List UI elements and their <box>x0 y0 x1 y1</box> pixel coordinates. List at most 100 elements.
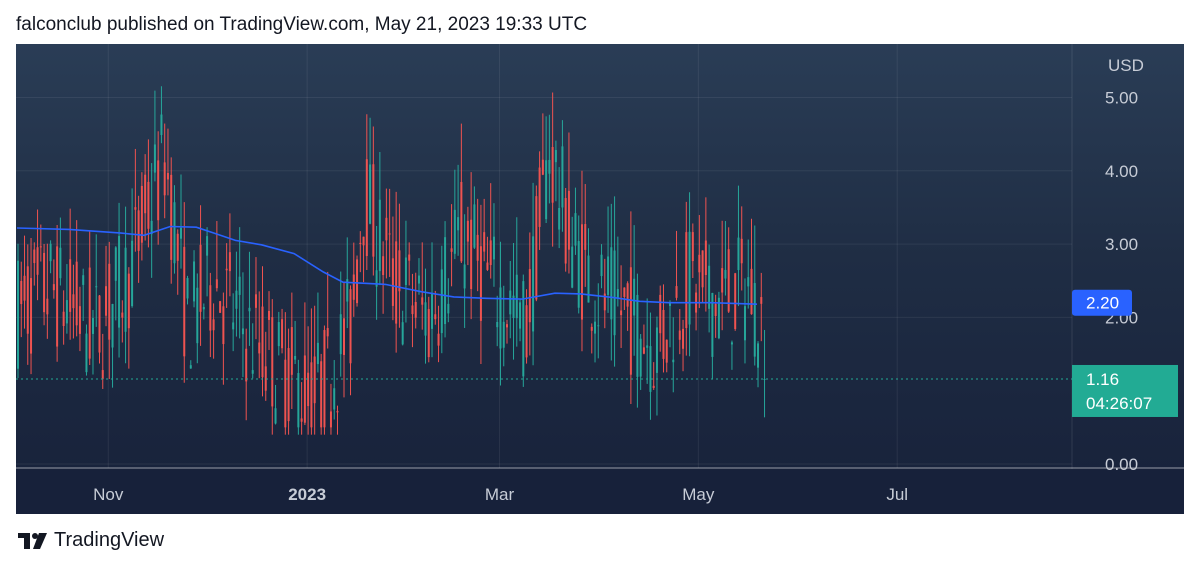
candle-body <box>225 268 228 271</box>
candle-body <box>52 284 55 291</box>
candle-body <box>284 359 287 428</box>
candle-body <box>564 198 567 264</box>
x-tick-label-3: May <box>682 485 715 504</box>
candle-body <box>209 285 212 331</box>
candle-body <box>672 359 675 363</box>
candle-body <box>629 267 632 375</box>
y-tick-label-0: 0.00 <box>1105 455 1138 474</box>
candle-body <box>30 278 33 354</box>
candle-body <box>268 310 271 320</box>
candle-body <box>118 236 121 328</box>
candle-body <box>264 366 267 391</box>
candle-body <box>170 174 173 260</box>
last-price-value: 1.16 <box>1086 370 1119 389</box>
candle-body <box>121 312 124 318</box>
candle-body <box>241 328 244 335</box>
candle-body <box>717 297 720 339</box>
candle-body <box>75 261 78 326</box>
candle-body <box>649 346 652 392</box>
candle-body <box>590 326 593 331</box>
candle-body <box>33 249 36 264</box>
candle-body <box>610 247 613 320</box>
candle-body <box>532 236 535 332</box>
candle-body <box>473 204 476 248</box>
candle-body <box>463 264 466 289</box>
candle-body <box>300 418 303 422</box>
candle-body <box>652 385 655 388</box>
candle-body <box>698 254 701 273</box>
candle-body <box>303 355 306 423</box>
candle-body <box>228 252 231 272</box>
candle-body <box>506 324 508 328</box>
candle-body <box>176 233 179 261</box>
candle-body <box>447 303 450 314</box>
candle-body <box>108 263 111 340</box>
candle-body <box>597 325 600 327</box>
candle-body <box>352 274 355 300</box>
candle-body <box>339 314 342 355</box>
candle-body <box>646 345 649 348</box>
candle-body <box>245 348 248 382</box>
candle-body <box>395 241 398 324</box>
candle-body <box>496 322 499 328</box>
candle-body <box>346 279 349 302</box>
candle-body <box>492 236 495 260</box>
candle-body <box>183 246 186 357</box>
candle-body <box>385 217 388 241</box>
candle-body <box>734 273 737 330</box>
ma-value-badge <box>1072 289 1132 316</box>
moving-average <box>16 225 758 305</box>
candle-body <box>114 247 117 281</box>
candle-body <box>20 280 23 305</box>
bar-countdown: 04:26:07 <box>1086 394 1152 413</box>
candle-body <box>59 247 62 279</box>
candle-body <box>466 220 469 242</box>
candle-body <box>659 294 662 334</box>
candle-body <box>219 301 222 313</box>
candle-body <box>78 306 81 334</box>
candle-body <box>17 260 19 369</box>
candle-body <box>157 160 160 221</box>
last-price-badge <box>1072 364 1178 417</box>
candle-body <box>206 236 209 256</box>
candle-body <box>431 293 434 329</box>
candle-body <box>584 224 587 250</box>
candle-body <box>101 370 104 379</box>
candle-body <box>287 348 290 422</box>
candle-body <box>444 237 447 325</box>
candle-body <box>82 275 85 285</box>
candle-body <box>39 246 42 248</box>
candle-body <box>711 292 714 357</box>
candle-body <box>238 276 241 295</box>
candle-body <box>750 268 753 315</box>
tradingview-logo-icon <box>18 532 47 549</box>
candle-body <box>137 210 140 251</box>
x-tick-label-0: Nov <box>93 485 124 504</box>
candle-body <box>189 365 192 369</box>
candle-body <box>408 254 411 261</box>
candle-body <box>623 287 626 297</box>
candle-body <box>724 269 727 279</box>
candle-body <box>401 322 404 345</box>
candle-body <box>662 309 665 359</box>
candle-body <box>372 164 375 257</box>
candle-body <box>323 330 326 428</box>
candles <box>17 86 766 435</box>
candle-body <box>691 232 694 262</box>
candle-body <box>356 259 359 304</box>
candle-body <box>212 319 215 331</box>
publish-header: falconclub published on TradingView.com,… <box>16 14 588 35</box>
candle-body <box>362 236 365 246</box>
candle-body <box>95 286 98 288</box>
price-chart[interactable]: USD 0.00 2.00 3.00 4.00 5.00 Nov 2023 Mar May Jul 2… <box>16 44 1184 514</box>
x-tick-label-1: 2023 <box>288 485 326 504</box>
candle-body <box>580 224 583 320</box>
candle-body <box>678 330 681 340</box>
candle-body <box>343 318 345 355</box>
candle-body <box>398 250 401 292</box>
candle-body <box>594 321 597 334</box>
candle-body <box>235 290 238 309</box>
candle-body <box>708 265 711 309</box>
candle-body <box>743 306 746 341</box>
candle-body <box>437 333 440 346</box>
